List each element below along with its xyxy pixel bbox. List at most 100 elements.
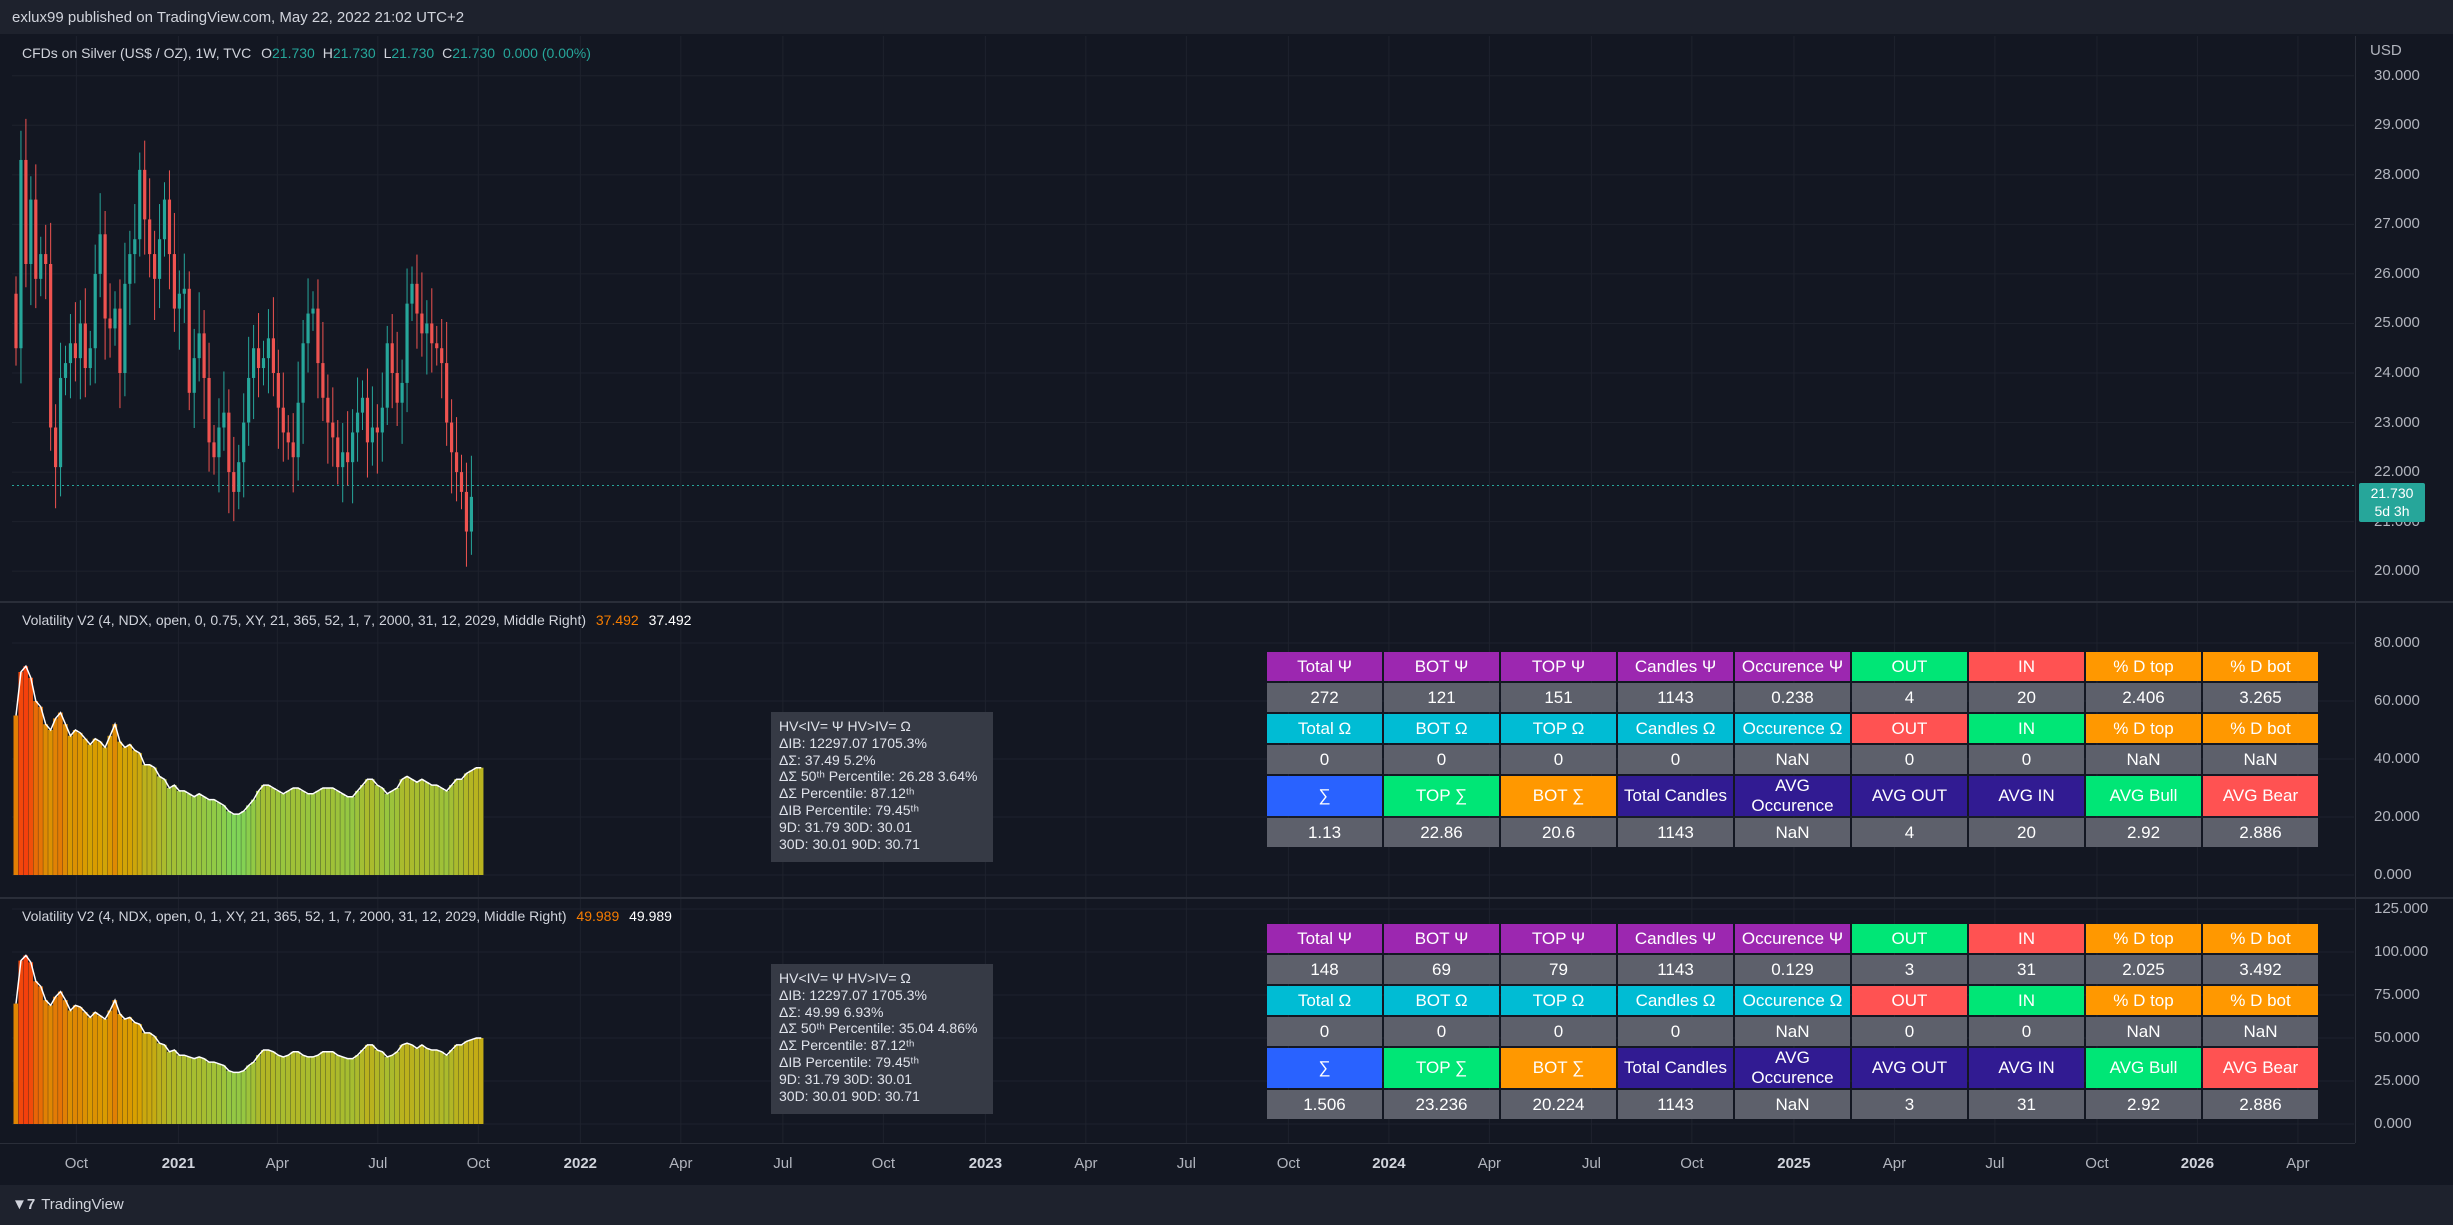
volatility-bar — [429, 785, 435, 875]
volatility-bar — [305, 793, 311, 875]
open-value: 21.730 — [272, 45, 315, 61]
time-axis[interactable]: Oct 2021 Apr Jul Oct 2022 Apr Jul Oct 2023 Apr Jul O… — [0, 1143, 2355, 1174]
candle-body — [415, 283, 419, 314]
volatility-bar — [320, 1051, 326, 1124]
stats-header-cell: Occurence Ψ — [1735, 924, 1850, 953]
stats-header-cell: ∑ — [1267, 1048, 1382, 1088]
stats-value-cell: 0 — [1618, 1017, 1733, 1046]
candle-body — [291, 442, 295, 458]
volatility-bar — [473, 1038, 479, 1124]
stats-header-cell: % D top — [2086, 652, 2201, 681]
stats-value-cell: 1143 — [1618, 955, 1733, 984]
volatility-bar — [132, 750, 138, 875]
volatility-bar — [142, 1032, 148, 1124]
pane-separator[interactable] — [0, 601, 2453, 603]
time-tick: Oct — [64, 1155, 89, 1172]
volatility-bar — [360, 1050, 365, 1124]
volatility-bar — [176, 1055, 182, 1124]
candle-body — [405, 303, 409, 383]
volatility-bar — [369, 1044, 375, 1124]
candle-body — [454, 452, 459, 473]
tradingview-logo[interactable]: ▼7 TradingView — [12, 1196, 124, 1213]
volatility-bar — [409, 1044, 415, 1124]
stats-header-cell: % D bot — [2203, 714, 2318, 743]
volatility-bar — [117, 1013, 123, 1124]
volatility-bar — [226, 811, 232, 875]
volatility-bar — [191, 1058, 197, 1124]
stats-value-cell: 0 — [1969, 745, 2084, 774]
volatility-bar — [374, 785, 380, 875]
volatility-bar — [379, 1051, 385, 1124]
candle-body — [400, 382, 404, 403]
candle-body — [410, 283, 414, 304]
volatility-bar — [350, 796, 356, 875]
candle-body — [197, 333, 201, 359]
indicator-2-title[interactable]: Volatility V2 (4, NDX, open, 0, 1, XY, 2… — [22, 908, 567, 924]
candlestick-chart[interactable] — [12, 36, 2354, 601]
time-tick: Oct — [2085, 1155, 2109, 1172]
volatility-bar — [107, 1010, 113, 1124]
volatility-bar — [478, 1038, 484, 1124]
volatility-bar — [468, 770, 474, 875]
stats-value-cell: NaN — [2203, 745, 2318, 774]
candle-body — [157, 239, 162, 279]
stats-header-cell: AVG Bear — [2203, 1048, 2318, 1088]
candle-body — [435, 343, 439, 349]
stats-header-cell: IN — [1969, 652, 2084, 681]
candle-body — [365, 397, 370, 443]
volatility-bar — [444, 1055, 450, 1124]
stats-value-cell: 0.238 — [1735, 683, 1850, 712]
stats-value-cell: 0 — [1501, 745, 1616, 774]
volatility-bar — [409, 779, 415, 875]
stats-header-cell: Candles Ω — [1618, 714, 1733, 743]
stats-value-cell: 4 — [1852, 683, 1967, 712]
stats-value-cell: 20.224 — [1501, 1090, 1616, 1119]
indicator-2-axis[interactable]: 125.000 100.000 75.000 50.000 25.000 0.000 — [2355, 899, 2453, 1143]
stats-header-cell: AVG OUT — [1852, 1048, 1967, 1088]
stats-value-cell: NaN — [1735, 1090, 1850, 1119]
time-tick: Apr — [1477, 1155, 1502, 1172]
volatility-bar — [186, 793, 192, 875]
volatility-bar — [241, 1070, 247, 1124]
time-tick: Apr — [669, 1155, 693, 1172]
candle-body — [346, 452, 350, 463]
candle-body — [24, 159, 28, 264]
symbol-label[interactable]: CFDs on Silver (US$ / OZ), 1W, TVC — [22, 45, 252, 61]
volatility-bar — [147, 1032, 153, 1124]
stats-value-cell: NaN — [1735, 1017, 1850, 1046]
volatility-bar — [251, 1062, 257, 1124]
indicator-1-title[interactable]: Volatility V2 (4, NDX, open, 0, 0.75, XY… — [22, 612, 586, 628]
volatility-area-chart-1[interactable] — [12, 603, 2354, 897]
candle-body — [39, 254, 43, 279]
volatility-bar — [196, 793, 202, 875]
candle-body — [54, 427, 58, 468]
stats-header-cell: BOT Ψ — [1384, 652, 1499, 681]
volatility-bar — [463, 773, 469, 875]
info-line: ΔIB Percentile: 79.45ᵗʰ — [779, 801, 919, 818]
volatility-bar — [345, 796, 351, 875]
volatility-bar — [122, 1019, 128, 1124]
stats-value-cell: 0 — [1384, 1017, 1499, 1046]
volatility-bar — [97, 1015, 103, 1124]
stats-header-cell: % D top — [2086, 714, 2201, 743]
info-line: ΔΣ 50ᵗʰ Percentile: 26.28 3.64% — [779, 768, 978, 785]
volatility-bar — [449, 785, 455, 875]
indicator-tick: 0.000 — [2374, 866, 2412, 883]
stats-value-cell: 0 — [1501, 1017, 1616, 1046]
volatility-bar — [231, 814, 237, 875]
price-pane[interactable]: CFDs on Silver (US$ / OZ), 1W, TVC O21.7… — [12, 36, 2354, 601]
stats-value-cell: 2.025 — [2086, 955, 2201, 984]
candle-body — [143, 169, 147, 220]
indicator-1-axis[interactable]: 80.000 60.000 40.000 20.000 0.000 — [2355, 603, 2453, 897]
time-tick: Jul — [368, 1155, 388, 1172]
volatility-bar — [379, 788, 385, 875]
volatility-bar — [18, 960, 24, 1124]
volatility-bar — [82, 738, 88, 875]
candle-body — [187, 288, 191, 393]
volatility-bar — [290, 788, 296, 875]
volatility-bar — [28, 962, 34, 1124]
pane-separator-2[interactable] — [0, 897, 2453, 899]
time-tick: Jul — [1581, 1155, 1601, 1172]
candle-body — [420, 313, 424, 334]
candle-body — [247, 377, 251, 423]
